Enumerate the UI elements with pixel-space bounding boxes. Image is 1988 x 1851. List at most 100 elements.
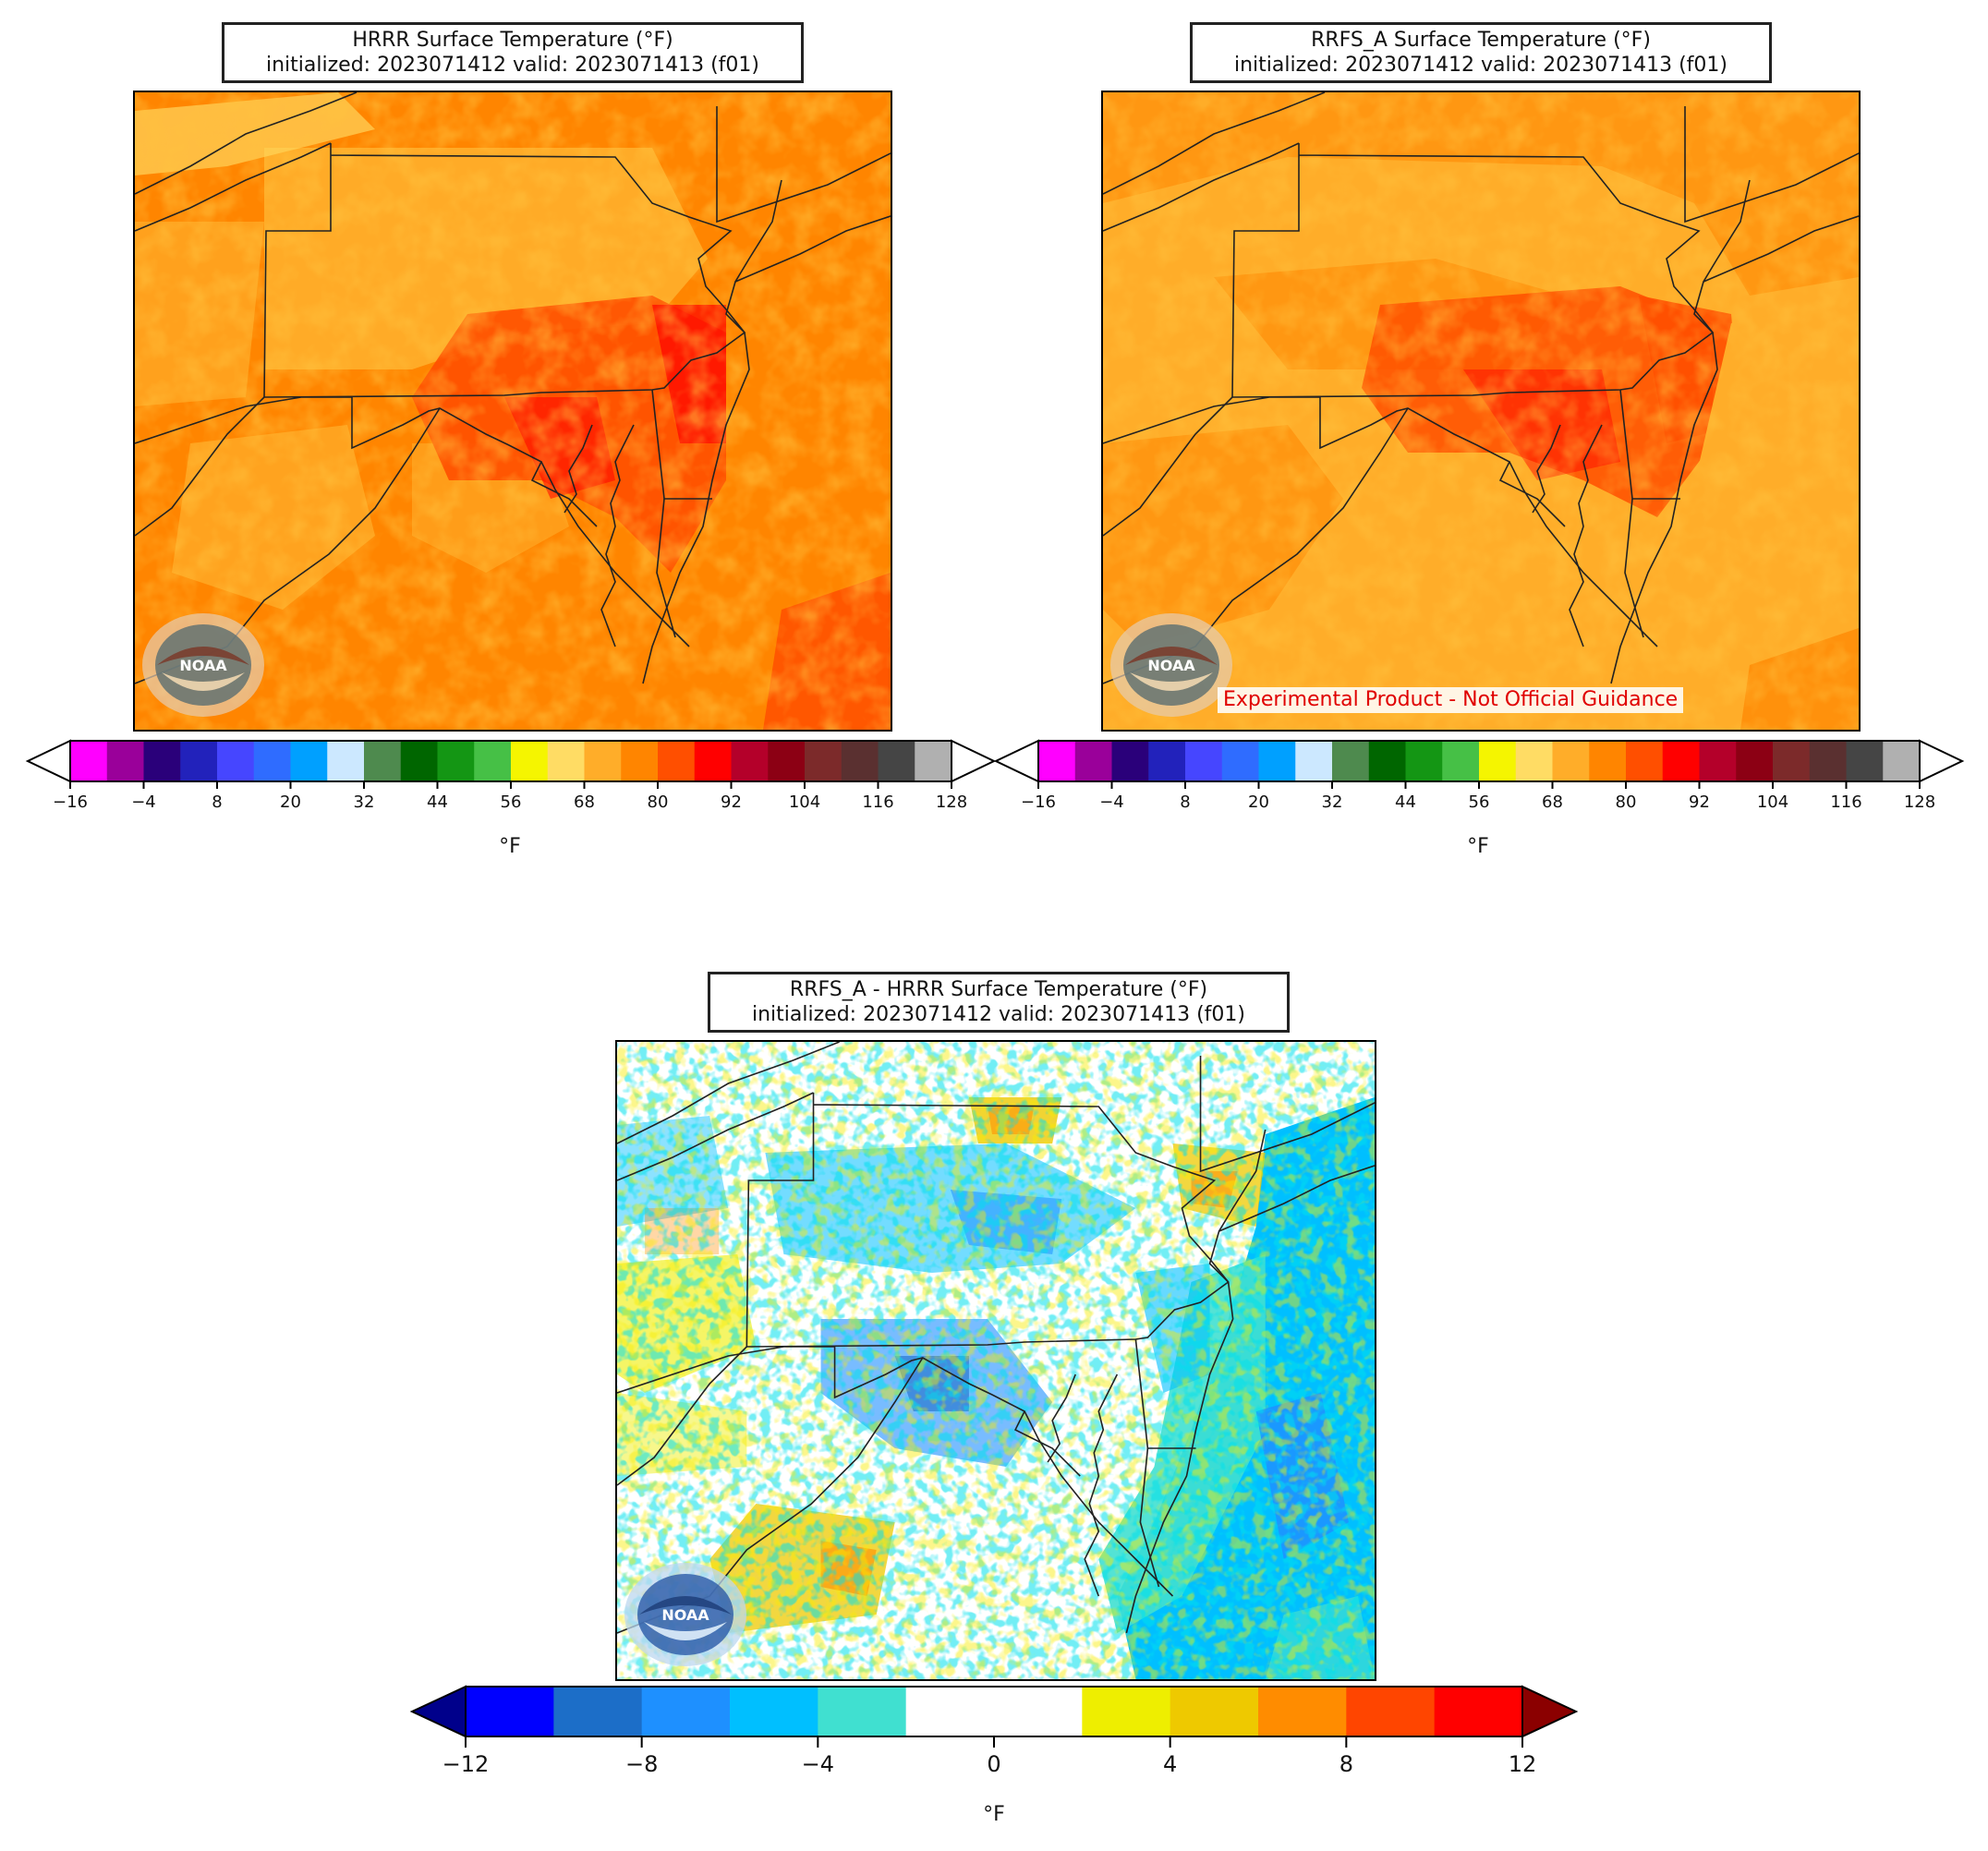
- temp-colorbar-hrrr-tick-label: 92: [721, 792, 742, 812]
- temp-colorbar-hrrr-tick-label: 128: [935, 792, 968, 812]
- diff-colorbar-over-arrow: [1521, 1685, 1579, 1738]
- diff-colorbar-swatch: [1346, 1687, 1436, 1736]
- temp-colorbar-hrrr-swatch: [915, 741, 952, 781]
- hrrr-subtitle: initialized: 2023071412 valid: 202307141…: [266, 54, 759, 77]
- temp-colorbar-rrfs-swatch: [1515, 741, 1553, 781]
- temp-colorbar-rrfs-tick-label: 56: [1468, 792, 1490, 812]
- temp-colorbar-hrrr-swatch: [106, 741, 144, 781]
- temp-colorbar-rrfs-swatch: [1405, 741, 1443, 781]
- temp-colorbar-rrfs-swatch: [1589, 741, 1627, 781]
- diff-colorbar-tick-label: 0: [987, 1751, 1001, 1777]
- diff-colorbar-tick-label: 4: [1163, 1751, 1178, 1777]
- noaa-logo-icon: NOAA: [1107, 610, 1236, 720]
- temp-colorbar-hrrr-tick-label: −16: [53, 792, 88, 812]
- temp-colorbar-hrrr-swatch: [731, 741, 769, 781]
- diff-title: RRFS_A - HRRR Surface Temperature (°F): [789, 978, 1208, 1001]
- temp-colorbar-rrfs-swatch: [1736, 741, 1774, 781]
- temp-colorbar-hrrr-swatch: [143, 741, 181, 781]
- temp-colorbar-rrfs-tick-label: −4: [1099, 792, 1124, 812]
- temp-colorbar-hrrr-swatch: [364, 741, 402, 781]
- temp-colorbar-hrrr-swatch: [805, 741, 842, 781]
- temp-colorbar-hrrr: −16 −4 8 20 32 44 56 68 80 92 104 116 128 °F: [25, 739, 997, 868]
- temp-colorbar-hrrr-swatch: [841, 741, 879, 781]
- svg-text:NOAA: NOAA: [1147, 657, 1195, 674]
- rrfs-field: [1103, 92, 1859, 730]
- temp-colorbar-rrfs-swatch: [1699, 741, 1737, 781]
- temp-colorbar-hrrr-tick-label: 68: [574, 792, 595, 812]
- temp-colorbar-rrfs-swatch: [1479, 741, 1517, 781]
- temp-colorbar-hrrr-swatch: [621, 741, 659, 781]
- temp-colorbar-hrrr-swatch: [400, 741, 438, 781]
- temp-colorbar-hrrr-tick-label: 20: [280, 792, 301, 812]
- diff-colorbar-tick-label: −12: [442, 1751, 490, 1777]
- temp-colorbar-rrfs-swatch: [1552, 741, 1590, 781]
- noaa-logo-icon: NOAA: [139, 610, 268, 720]
- diff-colorbar-units: °F: [983, 1803, 1005, 1826]
- diff-field: [617, 1042, 1375, 1679]
- temp-colorbar-hrrr-tick-label: 116: [862, 792, 894, 812]
- temp-colorbar-hrrr-swatch: [437, 741, 475, 781]
- diff-colorbar-swatch: [818, 1687, 907, 1736]
- temp-colorbar-rrfs: −16 −4 8 20 32 44 56 68 80 92 104 116 128 °F: [993, 739, 1965, 868]
- diff-colorbar-tick-label: 12: [1508, 1751, 1537, 1777]
- diff-colorbar-swatch: [466, 1687, 554, 1736]
- temp-colorbar-rrfs-tick-label: 92: [1689, 792, 1710, 812]
- temp-colorbar-hrrr-swatch: [547, 741, 585, 781]
- hrrr-map[interactable]: NOAA: [133, 91, 892, 732]
- temp-colorbar-hrrr-tick-label: 32: [353, 792, 375, 812]
- diff-colorbar-swatch: [1170, 1687, 1259, 1736]
- temp-colorbar-rrfs-over-arrow: [1919, 739, 1965, 783]
- temp-colorbar-hrrr-swatch: [253, 741, 291, 781]
- temp-colorbar-rrfs-tick-label: 44: [1395, 792, 1416, 812]
- svg-text:NOAA: NOAA: [179, 657, 227, 674]
- temp-colorbar-rrfs-swatches: [993, 739, 1965, 789]
- temp-colorbar-hrrr-swatch: [658, 741, 696, 781]
- diff-colorbar-swatch: [1434, 1687, 1523, 1736]
- rrfs-map[interactable]: NOAA Experimental Product - Not Official…: [1101, 91, 1861, 732]
- rrfs-title: RRFS_A Surface Temperature (°F): [1311, 29, 1651, 52]
- temp-colorbar-rrfs-tick-label: 80: [1615, 792, 1637, 812]
- temp-colorbar-rrfs-swatch: [1038, 741, 1076, 781]
- temp-colorbar-hrrr-tick-label: 44: [427, 792, 448, 812]
- temp-colorbar-rrfs-tick-label: 20: [1248, 792, 1269, 812]
- temp-colorbar-hrrr-tick-label: −4: [131, 792, 156, 812]
- temp-colorbar-rrfs-swatch: [1295, 741, 1333, 781]
- diff-colorbar-tick-label: 8: [1339, 1751, 1353, 1777]
- experimental-watermark: Experimental Product - Not Official Guid…: [1218, 687, 1684, 713]
- temp-colorbar-rrfs-swatch: [1846, 741, 1884, 781]
- temp-colorbar-rrfs-swatch: [1074, 741, 1112, 781]
- rrfs-subtitle: initialized: 2023071412 valid: 202307141…: [1234, 54, 1727, 77]
- hrrr-field: [135, 92, 891, 730]
- temp-colorbar-hrrr-swatch: [327, 741, 365, 781]
- temp-colorbar-rrfs-swatch: [1442, 741, 1480, 781]
- temp-colorbar-rrfs-swatch: [1662, 741, 1700, 781]
- hrrr-title: HRRR Surface Temperature (°F): [352, 29, 673, 52]
- temp-colorbar-rrfs-swatch: [1221, 741, 1259, 781]
- hrrr-title-box: HRRR Surface Temperature (°F) initialize…: [222, 22, 804, 83]
- diff-colorbar-tick-label: −8: [624, 1751, 659, 1777]
- temp-colorbar-rrfs-swatch: [1185, 741, 1223, 781]
- temp-colorbar-hrrr-under-arrow: [25, 739, 71, 783]
- temp-colorbar-hrrr-swatch: [290, 741, 328, 781]
- svg-text:NOAA: NOAA: [661, 1606, 709, 1624]
- rrfs-title-box: RRFS_A Surface Temperature (°F) initiali…: [1190, 22, 1772, 83]
- temp-colorbar-hrrr-tick-label: 56: [500, 792, 522, 812]
- temp-colorbar-hrrr-units: °F: [499, 835, 521, 858]
- diff-colorbar-swatch: [730, 1687, 818, 1736]
- diff-map[interactable]: NOAA: [615, 1040, 1376, 1681]
- diff-colorbar-swatch: [1258, 1687, 1347, 1736]
- temp-colorbar-hrrr-swatch: [180, 741, 218, 781]
- temp-colorbar-rrfs-tick-label: 8: [1180, 792, 1191, 812]
- diff-colorbar-swatch: [553, 1687, 643, 1736]
- temp-colorbar-rrfs-swatch: [1883, 741, 1921, 781]
- diff-colorbar-swatch: [1082, 1687, 1171, 1736]
- diff-colorbar-swatch: [641, 1687, 731, 1736]
- temp-colorbar-hrrr-swatch: [768, 741, 806, 781]
- temp-colorbar-rrfs-swatch: [1258, 741, 1296, 781]
- diff-colorbar-swatch: [994, 1687, 1083, 1736]
- temp-colorbar-rrfs-swatch: [1368, 741, 1406, 781]
- noaa-logo-icon: NOAA: [621, 1559, 750, 1670]
- diff-title-box: RRFS_A - HRRR Surface Temperature (°F) i…: [708, 972, 1290, 1033]
- temp-colorbar-hrrr-swatch: [694, 741, 732, 781]
- temp-colorbar-rrfs-swatch: [1332, 741, 1370, 781]
